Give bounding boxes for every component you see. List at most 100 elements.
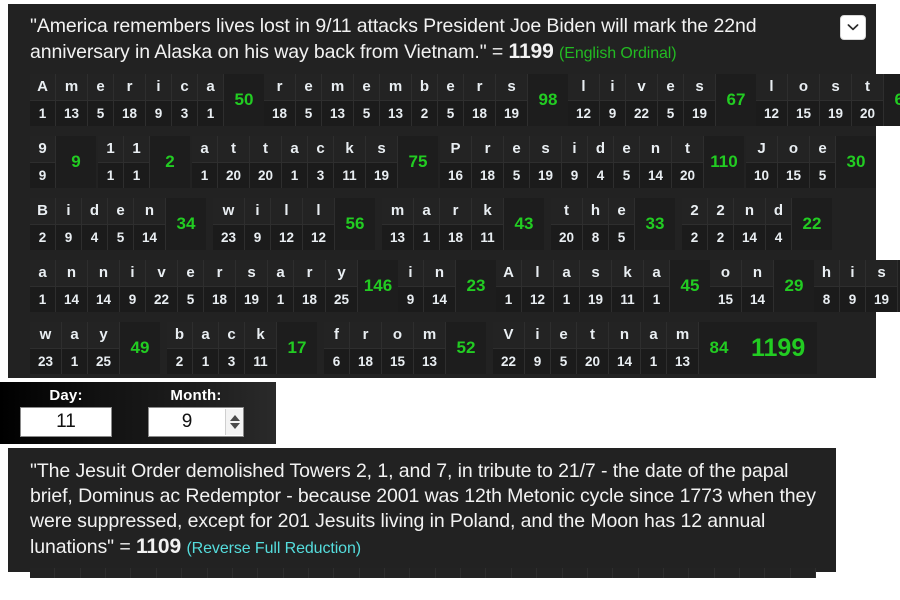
letter-cell: n 14	[742, 260, 774, 312]
day-value: 11	[56, 411, 76, 432]
word-group: A 1 l 12 a 1 s 19 k 11 a 1 45	[496, 260, 710, 312]
letter-cell: t 20	[551, 198, 583, 250]
letter-value: 23	[213, 225, 244, 250]
letter-value: 22	[626, 101, 657, 126]
letter-char: e	[178, 260, 203, 287]
letter-char: n	[56, 260, 87, 287]
letter-value: 1	[193, 349, 218, 374]
word-sum: 52	[446, 322, 486, 374]
letter-value: 9	[398, 287, 423, 312]
letter-char: l	[303, 198, 334, 225]
letter-cell: J 10	[746, 136, 778, 188]
letter-cell: v 22	[146, 260, 178, 312]
letter-char: e	[296, 74, 321, 101]
letter-char: i	[398, 260, 423, 287]
caret-up-icon[interactable]	[229, 415, 240, 421]
letter-char: J	[746, 136, 777, 163]
letter-cell: n 14	[56, 260, 88, 312]
bottom-breakdown-row-clipped	[30, 568, 817, 578]
word-sum: 30	[836, 136, 876, 188]
gematria-breakdown-rows: A 1 m 13 e 5 r 18 i 9 c 3 a 1 50 r 18 e 5 m 13 e 5 m 13 b 2 e 5 r 18 s 1…	[8, 70, 900, 374]
letter-value: 15	[788, 101, 819, 126]
word-sum: 17	[277, 322, 317, 374]
letter-cell: n 14	[88, 260, 120, 312]
letter-cell	[587, 568, 614, 578]
letter-value: 12	[522, 287, 553, 312]
letter-cell: r 18	[440, 198, 472, 250]
bottom-phrase-text: "The Jesuit Order demolished Towers 2, 1…	[30, 460, 816, 558]
day-input[interactable]: 11	[20, 407, 112, 437]
group-gap	[486, 322, 493, 374]
letter-cell: o 15	[382, 322, 414, 374]
letter-char: c	[172, 74, 197, 101]
letter-value: 9	[525, 349, 550, 374]
letter-char: a	[192, 136, 217, 163]
cipher-dropdown-button[interactable]	[840, 15, 866, 40]
row-grand-total: 1199	[739, 322, 818, 374]
letter-value: 12	[303, 225, 334, 250]
letter-value: 12	[756, 101, 787, 126]
letter-cell	[55, 568, 81, 578]
letter-cell: r 18	[294, 260, 326, 312]
letter-cell: V 22	[493, 322, 525, 374]
caret-down-icon[interactable]	[229, 423, 240, 429]
letter-cell	[258, 568, 284, 578]
word-sum: 75	[398, 136, 438, 188]
word-sum: 66	[884, 74, 900, 126]
letter-value: 1	[124, 163, 149, 188]
letter-char: t	[250, 136, 281, 163]
letter-char: s	[684, 74, 715, 101]
letter-value: 2	[708, 225, 733, 250]
letter-value: 14	[734, 225, 765, 250]
letter-value: 13	[380, 101, 411, 126]
letter-cell	[131, 568, 157, 578]
letter-cell	[511, 568, 538, 578]
letter-cell	[740, 568, 766, 578]
letter-cell: l 12	[271, 198, 303, 250]
letter-cell: l 12	[303, 198, 335, 250]
letter-value: 18	[114, 101, 145, 126]
letter-cell	[410, 568, 436, 578]
breakdown-row: B 2 i 9 d 4 e 5 n 14 34 w 23 i 9 l 12 l 12 56 m 13 a 1 r 18 k 11 43 t…	[30, 198, 876, 250]
letter-char: t	[577, 322, 608, 349]
letter-char: e	[810, 136, 835, 163]
letter-char: n	[609, 322, 640, 349]
letter-cell	[435, 568, 462, 578]
letter-char: a	[198, 74, 223, 101]
word-group: m 13 a 1 r 18 k 11 43	[382, 198, 544, 250]
letter-cell: r 18	[472, 136, 504, 188]
letter-char: a	[414, 198, 439, 225]
word-group: f 6 r 18 o 15 m 13 52	[324, 322, 486, 374]
word-group: h8i9s1936	[814, 260, 900, 312]
letter-cell: k 11	[334, 136, 366, 188]
letter-cell: w 23	[30, 322, 62, 374]
word-sum: 33	[635, 198, 675, 250]
chevron-down-icon	[847, 23, 859, 32]
letter-cell	[359, 568, 386, 578]
group-gap	[675, 198, 682, 250]
letter-value: 5	[614, 163, 639, 188]
letter-value: 14	[88, 287, 119, 312]
letter-value: 20	[852, 101, 883, 126]
letter-char: d	[588, 136, 613, 163]
letter-char: k	[472, 198, 503, 225]
month-value: 9	[181, 411, 193, 432]
letter-value: 9	[600, 101, 625, 126]
letter-char: i	[120, 260, 145, 287]
letter-char: 2	[682, 198, 707, 225]
month-stepper[interactable]	[225, 409, 243, 435]
letter-char: e	[438, 74, 463, 101]
letter-char: 1	[124, 136, 149, 163]
letter-char: n	[742, 260, 773, 287]
letter-char: e	[609, 198, 634, 225]
letter-cell: k 11	[612, 260, 644, 312]
month-input[interactable]: 9	[148, 407, 244, 437]
